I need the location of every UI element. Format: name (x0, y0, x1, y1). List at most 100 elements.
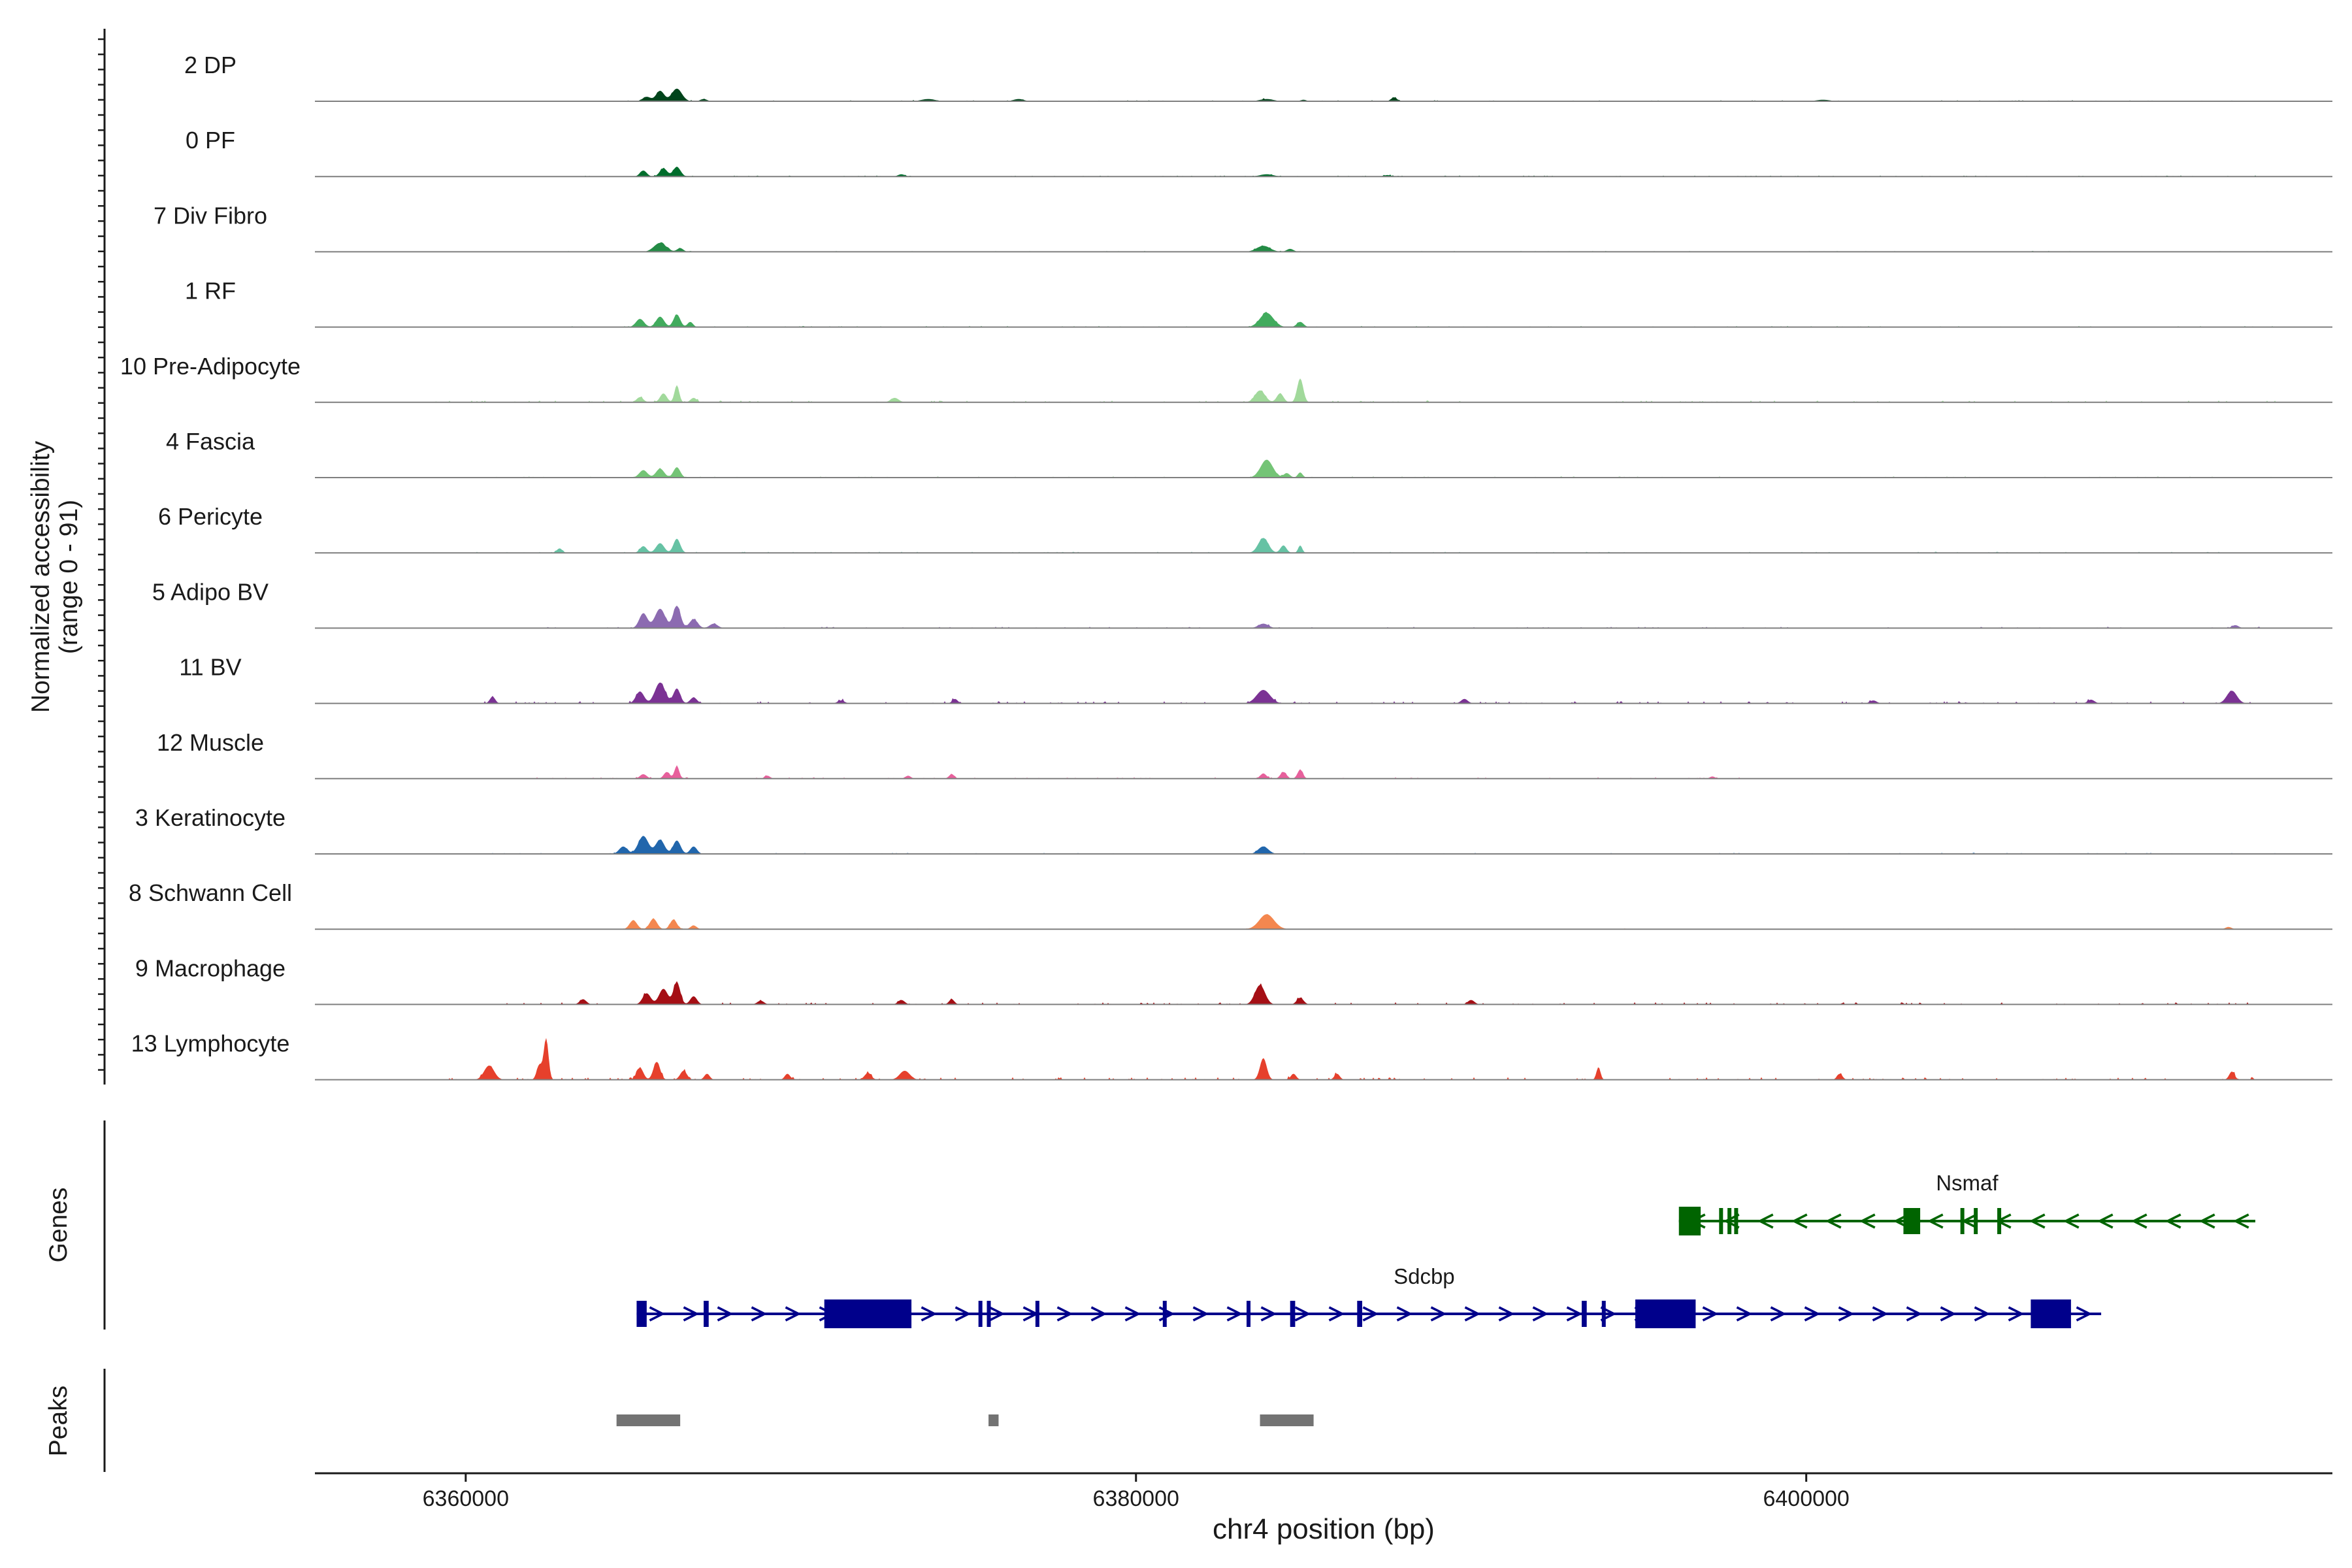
coverage-track: 13 Lymphocyte (131, 1030, 2332, 1081)
strand-arrow (1396, 1306, 1413, 1322)
y-axis-title-range: (range 0 - 91) (55, 500, 83, 654)
strand-arrow (1090, 1306, 1107, 1322)
coverage-tracks: 2 DP 0 PF 7 Div Fibro 1 RF 10 Pre-Adipocyte 4… (120, 52, 2332, 1081)
gene-exon (1357, 1301, 1362, 1327)
track-label: 12 Muscle (157, 729, 264, 756)
x-axis: 6360000 6380000 6400000 (315, 1472, 2332, 1511)
track-label: 1 RF (185, 278, 236, 304)
strand-arrow (1226, 1306, 1243, 1322)
gene-label: Sdcbp (1394, 1264, 1455, 1288)
track-label: 0 PF (186, 127, 235, 154)
peak-region (1260, 1414, 1314, 1426)
x-tick-label: 6360000 (423, 1486, 509, 1511)
gene-model: Sdcbp (636, 1264, 2102, 1328)
coverage-area (315, 459, 2332, 478)
coverage-track: 3 Keratinocyte (135, 804, 2332, 855)
strand-arrow (1056, 1306, 1073, 1322)
strand-arrow (1430, 1306, 1447, 1322)
track-label: 9 Macrophage (135, 955, 286, 981)
track-label: 6 Pericyte (158, 503, 263, 530)
strand-arrow (1498, 1306, 1515, 1322)
gene-exon (1247, 1301, 1251, 1327)
strand-arrow (1192, 1306, 1209, 1322)
gene-exon (824, 1299, 912, 1328)
coverage-area (315, 682, 2332, 704)
strand-arrow (649, 1306, 666, 1322)
strand-arrow (2131, 1213, 2148, 1229)
y-axis-title: Normalized accessibility (27, 440, 55, 713)
track-label: 2 DP (184, 52, 237, 78)
track-label: 13 Lymphocyte (131, 1030, 290, 1057)
x-tick-label: 6380000 (1093, 1486, 1179, 1511)
coverage-area (315, 765, 2332, 779)
coverage-y-axis (98, 29, 106, 1085)
genes-panel: Nsmaf Sdcbp (103, 1120, 2256, 1330)
strand-arrow (1124, 1306, 1141, 1322)
gene-exon (2031, 1299, 2071, 1328)
coverage-area (315, 378, 2332, 402)
coverage-area (315, 914, 2332, 930)
strand-arrow (2232, 1213, 2249, 1229)
coverage-area (315, 538, 2332, 553)
gene-exon (1678, 1207, 1701, 1235)
gene-exon (1581, 1301, 1587, 1327)
coverage-track: 7 Div Fibro (154, 202, 2332, 253)
strand-arrow (2076, 1306, 2093, 1322)
gene-exon (1601, 1301, 1606, 1327)
strand-arrow (1838, 1306, 1855, 1322)
coverage-area (315, 836, 2332, 854)
strand-arrow (2097, 1213, 2114, 1229)
strand-arrow (751, 1306, 768, 1322)
track-label: 4 Fascia (166, 428, 255, 455)
strand-arrow (1736, 1306, 1753, 1322)
strand-arrow (921, 1306, 938, 1322)
peak-region (616, 1414, 681, 1426)
coverage-area (315, 167, 2332, 177)
strand-arrow (1906, 1306, 1923, 1322)
strand-arrow (1532, 1306, 1549, 1322)
strand-arrow (1974, 1306, 1991, 1322)
strand-arrow (1770, 1306, 1787, 1322)
strand-arrow (1294, 1306, 1311, 1322)
gene-exon (987, 1301, 991, 1327)
gene-exon (978, 1301, 983, 1327)
coverage-track: 0 PF (186, 127, 2332, 178)
strand-arrow (1872, 1306, 1889, 1322)
peak-region (988, 1414, 999, 1426)
coverage-track: 2 DP (184, 52, 2332, 102)
x-axis-title: chr4 position (bp) (1213, 1513, 1435, 1545)
strand-arrow (1260, 1306, 1277, 1322)
gene-label: Nsmaf (1936, 1171, 1999, 1195)
strand-arrow (785, 1306, 802, 1322)
peaks-panel (103, 1369, 1314, 1472)
x-tick-label: 6400000 (1763, 1486, 1849, 1511)
gene-exon (1903, 1208, 1921, 1234)
strand-arrow (1702, 1306, 1719, 1322)
strand-arrow (1804, 1306, 1821, 1322)
strand-arrow (1927, 1213, 1944, 1229)
coverage-track: 4 Fascia (166, 428, 2332, 478)
gene-model: Nsmaf (1678, 1171, 2256, 1235)
gene-exon (1290, 1301, 1296, 1327)
peaks-panel-label: Peaks (44, 1386, 73, 1456)
strand-arrow (1859, 1213, 1876, 1229)
strand-arrow (1328, 1306, 1345, 1322)
coverage-track: 5 Adipo BV (152, 578, 2332, 629)
coverage-area (315, 88, 2332, 101)
strand-arrow (717, 1306, 734, 1322)
strand-arrow (1464, 1306, 1481, 1322)
strand-arrow (2029, 1213, 2046, 1229)
strand-arrow (2198, 1213, 2215, 1229)
strand-arrow (988, 1306, 1005, 1322)
gene-exon (1974, 1208, 1978, 1234)
gene-exon (704, 1301, 709, 1327)
coverage-track: 1 RF (185, 278, 2332, 328)
gene-exon (1960, 1208, 1965, 1234)
strand-arrow (2164, 1213, 2181, 1229)
gene-exon (1727, 1208, 1732, 1234)
gene-exon (1997, 1208, 2002, 1234)
strand-arrow (1757, 1213, 1774, 1229)
strand-arrow (955, 1306, 972, 1322)
track-label: 10 Pre-Adipocyte (120, 353, 301, 380)
coverage-area (315, 606, 2332, 629)
